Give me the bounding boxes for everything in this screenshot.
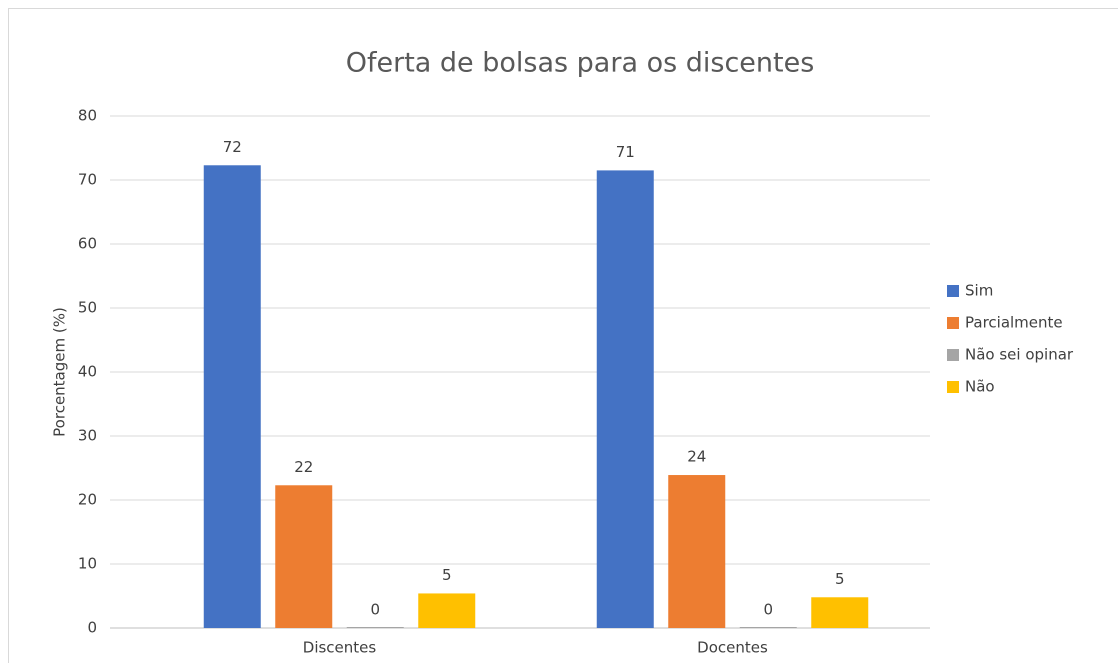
value-label: 24: [687, 448, 706, 466]
y-tick-label: 40: [78, 363, 97, 381]
value-label: 0: [763, 601, 773, 619]
bar: [668, 475, 726, 628]
y-tick-label: 30: [78, 427, 97, 445]
y-tick-label: 10: [78, 555, 97, 573]
bar: [275, 485, 333, 628]
chart-border: [8, 8, 1118, 663]
legend-label: Não sei opinar: [965, 346, 1074, 364]
value-label: 5: [442, 566, 452, 584]
y-tick-label: 60: [78, 235, 97, 253]
legend-label: Não: [965, 378, 995, 396]
y-axis-title: Porcentagem (%): [51, 307, 69, 437]
legend-swatch: [947, 285, 959, 297]
x-tick-label: Docentes: [697, 639, 768, 657]
legend-swatch: [947, 317, 959, 329]
value-label: 0: [370, 601, 380, 619]
value-label: 22: [294, 458, 313, 476]
bar: [596, 170, 654, 628]
x-tick-label: Discentes: [303, 639, 377, 657]
bar: [203, 165, 261, 628]
y-tick-label: 50: [78, 299, 97, 317]
bar: [739, 627, 797, 628]
y-tick-label: 20: [78, 491, 97, 509]
value-label: 71: [616, 143, 635, 161]
legend-swatch: [947, 381, 959, 393]
value-label: 72: [223, 138, 242, 156]
y-tick-label: 70: [78, 171, 97, 189]
legend-label: Sim: [965, 282, 993, 300]
legend-label: Parcialmente: [965, 314, 1063, 332]
bar: [811, 597, 869, 628]
chart-title: Oferta de bolsas para os discentes: [346, 48, 815, 79]
y-tick-label: 0: [87, 619, 97, 637]
value-label: 5: [835, 570, 845, 588]
legend-swatch: [947, 349, 959, 361]
y-tick-label: 80: [78, 107, 97, 125]
bar: [346, 627, 404, 628]
bar: [418, 593, 476, 628]
